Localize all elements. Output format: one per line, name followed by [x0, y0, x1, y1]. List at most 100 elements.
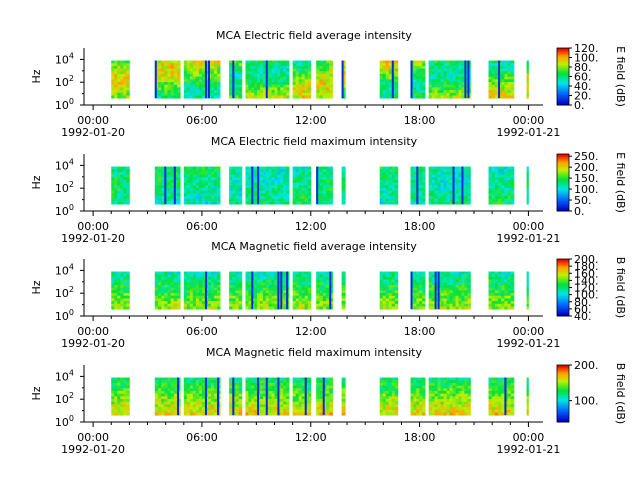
heatmap-cell [413, 179, 417, 184]
heatmap-cell [510, 190, 515, 194]
heatmap-cell [120, 171, 124, 175]
heatmap-cell [257, 274, 261, 278]
heatmap-cell [449, 188, 453, 192]
heatmap-cell [214, 404, 218, 408]
heatmap-cell [322, 290, 327, 294]
heatmap-cell [214, 295, 218, 299]
heatmap-cell [452, 282, 456, 286]
heatmap-cell [464, 284, 468, 289]
heatmap-cell [464, 182, 468, 186]
heatmap-cell [298, 84, 303, 88]
heatmap-cell [189, 377, 194, 381]
heatmap-cell [117, 185, 121, 189]
heatmap-cell [488, 73, 493, 78]
heatmap-cell [126, 377, 130, 381]
heatmap-cell [114, 179, 118, 184]
heatmap-cell [214, 73, 218, 78]
heatmap-cell [394, 179, 399, 184]
heatmap-cell [428, 79, 433, 83]
heatmap-cell [341, 287, 346, 291]
heatmap-cell [251, 92, 255, 96]
heatmap-cell [458, 166, 462, 170]
heatmap-cell [326, 92, 330, 96]
heatmap-cell [440, 79, 444, 83]
heatmap-cell [504, 76, 508, 80]
heatmap-cell [248, 382, 252, 386]
heatmap-cell [280, 412, 284, 416]
heatmap-cell [271, 390, 275, 395]
heatmap-cell [262, 76, 267, 80]
heatmap-cell [455, 92, 459, 96]
heatmap-cell [170, 287, 175, 291]
heatmap-cell [295, 171, 300, 175]
colorbar-segment [557, 67, 569, 70]
heatmap-cell [262, 166, 267, 170]
heatmap-cell [307, 393, 312, 397]
heatmap-cell [198, 293, 203, 297]
heatmap-cell [177, 166, 181, 170]
heatmap-cell [201, 388, 206, 392]
heatmap-cell [195, 84, 200, 88]
heatmap-cell [274, 377, 278, 381]
heatmap-cell [280, 390, 284, 395]
heatmap-cell [170, 90, 175, 94]
heatmap-cell [419, 65, 423, 69]
heatmap-cell [248, 60, 252, 64]
heatmap-cell [195, 409, 200, 413]
heatmap-cell [440, 174, 444, 178]
heatmap-cell [229, 174, 233, 178]
heatmap-cell [126, 68, 130, 72]
heatmap-cell [167, 407, 172, 411]
heatmap-cell [326, 293, 330, 297]
heatmap-cell [286, 185, 290, 189]
heatmap-cell [123, 196, 127, 200]
heatmap-cell [265, 60, 268, 99]
heatmap-cell [394, 287, 399, 291]
heatmap-cell [217, 71, 221, 75]
heatmap-cell [292, 169, 297, 173]
heatmap-cell [379, 87, 384, 91]
heatmap-cell [280, 60, 284, 64]
heatmap-cell [501, 71, 505, 75]
heatmap-cell [491, 79, 496, 83]
panel-2: MCA Electric field maximum intensityHz10… [30, 135, 627, 245]
heatmap-cell [154, 171, 159, 175]
heatmap-cell [157, 177, 162, 181]
heatmap-cell [461, 279, 465, 283]
heatmap-cell [214, 82, 218, 86]
heatmap-cell [526, 166, 529, 170]
heatmap-cell [394, 193, 399, 197]
heatmap-cell [413, 90, 417, 94]
heatmap-cell [192, 198, 197, 202]
heatmap-cell [259, 90, 264, 94]
heatmap-cell [428, 179, 433, 184]
heatmap-cell [329, 182, 333, 186]
heatmap-cell [189, 188, 194, 192]
heatmap-cell [341, 73, 346, 78]
heatmap-cell [428, 279, 433, 283]
heatmap-cell [207, 295, 212, 299]
heatmap-cell [458, 174, 462, 178]
heatmap-cell [120, 68, 124, 72]
colorbar-segment [557, 186, 569, 189]
heatmap-cell [280, 385, 284, 389]
heatmap-cell [198, 92, 203, 96]
heatmap-cell [307, 169, 312, 173]
heatmap-cell [254, 171, 258, 175]
heatmap-cell [211, 382, 215, 386]
heatmap-cell [177, 171, 181, 175]
heatmap-cell [382, 271, 387, 275]
heatmap-cell [195, 274, 200, 278]
heatmap-cell [114, 166, 118, 170]
heatmap-cell [298, 385, 303, 389]
heatmap-cell [283, 290, 287, 294]
heatmap-cell [201, 303, 206, 307]
heatmap-cell [440, 71, 444, 75]
heatmap-cell [186, 290, 191, 294]
heatmap-cell [198, 60, 203, 64]
heatmap-cell [382, 177, 387, 181]
heatmap-cell [238, 303, 243, 307]
heatmap-cell [464, 290, 468, 294]
heatmap-cell [455, 79, 459, 83]
heatmap-cell [111, 396, 115, 400]
